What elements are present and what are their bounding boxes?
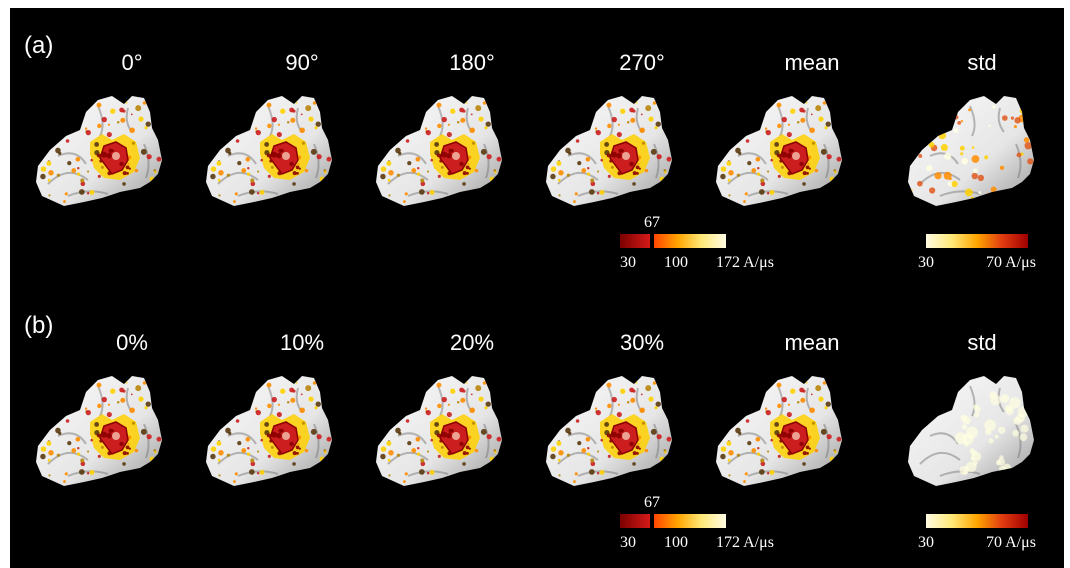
- colorbar-segment-high: [654, 234, 726, 248]
- colorbar-std-min-label: 30: [918, 254, 934, 271]
- column-title: std: [967, 330, 997, 355]
- brain-render: [538, 364, 678, 492]
- colorbar-mid-label: 67: [644, 494, 660, 511]
- brain-render: [538, 84, 678, 212]
- brain-render: [198, 364, 338, 492]
- colorbar-center-label: 100: [664, 254, 688, 271]
- colorbar-std: 30 70 A/μs: [918, 494, 1058, 568]
- column-title: 10%: [279, 330, 325, 355]
- column-title: 0%: [116, 330, 148, 355]
- colorbar-min-label: 30: [620, 254, 636, 271]
- brain-render: [900, 84, 1040, 212]
- column-title: mean: [784, 50, 840, 75]
- colorbar-segment-high: [654, 514, 726, 528]
- colorbar-min-label: 30: [620, 534, 636, 551]
- panel-label-b: (b): [24, 312, 54, 339]
- column-title: std: [967, 50, 997, 75]
- column-title: 0°: [121, 50, 143, 75]
- colorbar-std: 30 70 A/μs: [918, 214, 1058, 294]
- brain-render: [28, 364, 168, 492]
- brain-render: [368, 84, 508, 212]
- column-title: 180°: [449, 50, 495, 75]
- column-title: 90°: [285, 50, 319, 75]
- column-title: mean: [784, 330, 840, 355]
- colorbar-max-label: 172 A/μs: [716, 254, 774, 271]
- figure-canvas: (a) 0° 90° 180° 270° mean std 67 30 100 …: [10, 8, 1064, 568]
- colorbar-std-max-label: 70 A/μs: [986, 254, 1036, 271]
- colorbar-center-label: 100: [664, 534, 688, 551]
- column-title: 30%: [619, 330, 665, 355]
- colorbar-segment-low: [620, 234, 650, 248]
- colorbar-std-min-label: 30: [918, 534, 934, 551]
- brain-render: [28, 84, 168, 212]
- brain-render: [708, 364, 848, 492]
- brain-render: [708, 84, 848, 212]
- panel-label-a: (a): [24, 32, 54, 59]
- brain-render: [368, 364, 508, 492]
- colorbar-std-max-label: 70 A/μs: [986, 534, 1036, 551]
- colorbar-segment-low: [620, 514, 650, 528]
- colorbar-std-bar: [926, 514, 1028, 528]
- colorbar-max-label: 172 A/μs: [716, 534, 774, 551]
- colorbar-main: 67 30 100 172 A/μs: [620, 214, 774, 294]
- colorbar-main: 67 30 100 172 A/μs: [620, 494, 774, 568]
- brain-render: [900, 364, 1040, 492]
- column-title: 270°: [619, 50, 665, 75]
- brain-render: [198, 84, 338, 212]
- colorbar-mid-label: 67: [644, 214, 660, 231]
- colorbar-std-bar: [926, 234, 1028, 248]
- column-title: 20%: [449, 330, 495, 355]
